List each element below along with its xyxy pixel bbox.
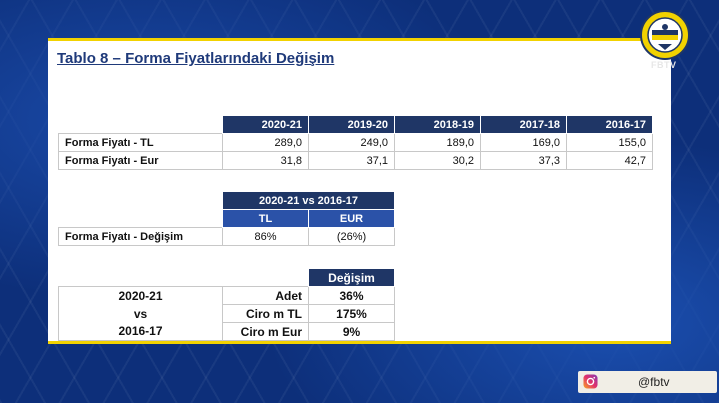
instagram-icon <box>583 374 598 389</box>
table-cell: 249,0 <box>308 133 395 152</box>
column-header: TL <box>222 209 309 228</box>
period-label: vs <box>58 304 223 323</box>
summary-table: Değişim 2020-21 Adet 36% vs Ciro m TL 17… <box>58 268 395 341</box>
fbtv-watermark: FBTV <box>651 60 677 70</box>
row-label: Forma Fiyatı - Değişim <box>58 227 223 246</box>
table-row: Forma Fiyatı - Eur 31,8 37,1 30,2 37,3 4… <box>58 151 653 170</box>
column-header: 2018-19 <box>394 115 481 134</box>
row-label: Forma Fiyatı - Eur <box>58 151 223 170</box>
table-header-row: Değişim <box>59 268 395 287</box>
slide-title: Tablo 8 – Forma Fiyatlarındaki Değişim <box>57 50 335 67</box>
column-header: Değişim <box>308 268 395 287</box>
table-cell: 169,0 <box>480 133 567 152</box>
table-cell: 31,8 <box>222 151 309 170</box>
table-cell: 9% <box>308 322 395 341</box>
header-spacer <box>59 210 223 228</box>
metric-label: Ciro m TL <box>222 304 309 323</box>
row-label: Forma Fiyatı - TL <box>58 133 223 152</box>
change-table: 2020-21 vs 2016-17 TL EUR Forma Fiyatı -… <box>58 191 395 246</box>
table-cell: 155,0 <box>566 133 653 152</box>
table-row: vs Ciro m TL 175% <box>58 304 395 323</box>
table-row: 2016-17 Ciro m Eur 9% <box>58 322 395 341</box>
column-header: 2019-20 <box>308 115 395 134</box>
table-cell: 86% <box>222 227 309 246</box>
metric-label: Ciro m Eur <box>222 322 309 341</box>
price-table: 2020-21 2019-20 2018-19 2017-18 2016-17 … <box>58 115 653 170</box>
table-cell: 37,1 <box>308 151 395 170</box>
table-row: Forma Fiyatı - TL 289,0 249,0 189,0 169,… <box>58 133 653 152</box>
table-cell: (26%) <box>308 227 395 246</box>
comparison-header: 2020-21 vs 2016-17 <box>222 191 395 210</box>
social-handle-text: @fbtv <box>638 375 670 389</box>
table-cell: 42,7 <box>566 151 653 170</box>
table-cell: 36% <box>308 286 395 305</box>
header-spacer <box>59 269 223 287</box>
table-cell: 175% <box>308 304 395 323</box>
table-cell: 30,2 <box>394 151 481 170</box>
table-row: 2020-21 Adet 36% <box>58 286 395 305</box>
table-cell: 37,3 <box>480 151 567 170</box>
table-subheader-row: TL EUR <box>59 209 395 228</box>
metric-label: Adet <box>222 286 309 305</box>
table-header-row: 2020-21 vs 2016-17 <box>59 191 395 210</box>
header-spacer <box>59 192 223 210</box>
social-handle-badge: @fbtv <box>578 371 717 393</box>
column-header: 2017-18 <box>480 115 567 134</box>
table-cell: 189,0 <box>394 133 481 152</box>
column-header: EUR <box>308 209 395 228</box>
header-spacer <box>59 116 223 134</box>
fenerbahce-crest-icon <box>640 10 690 60</box>
presentation-slide: Tablo 8 – Forma Fiyatlarındaki Değişim 2… <box>48 38 671 344</box>
table-header-row: 2020-21 2019-20 2018-19 2017-18 2016-17 <box>59 115 653 134</box>
header-spacer <box>223 269 309 287</box>
column-header: 2020-21 <box>222 115 309 134</box>
table-row: Forma Fiyatı - Değişim 86% (26%) <box>58 227 395 246</box>
period-label: 2020-21 <box>58 286 223 305</box>
table-cell: 289,0 <box>222 133 309 152</box>
period-label: 2016-17 <box>58 322 223 341</box>
column-header: 2016-17 <box>566 115 653 134</box>
